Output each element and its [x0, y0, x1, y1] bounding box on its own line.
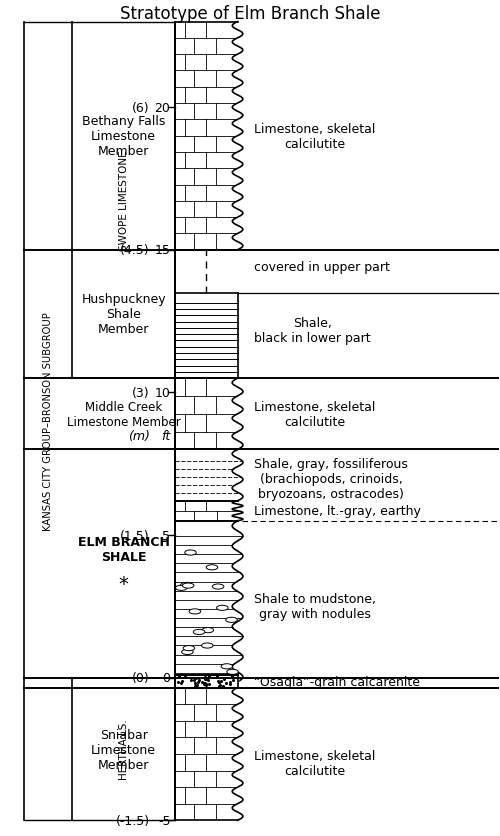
Text: 15: 15 — [154, 244, 170, 257]
Ellipse shape — [183, 645, 194, 651]
Ellipse shape — [202, 628, 213, 633]
Text: *: * — [118, 574, 128, 594]
Text: Bethany Falls
Limestone
Member: Bethany Falls Limestone Member — [82, 115, 166, 158]
Ellipse shape — [176, 585, 187, 591]
Ellipse shape — [226, 618, 237, 623]
Ellipse shape — [212, 584, 224, 589]
Text: Shale, gray, fossiliferous
(brachiopods, crinoids,
bryozoans, ostracodes): Shale, gray, fossiliferous (brachiopods,… — [254, 457, 408, 500]
Text: (3): (3) — [132, 386, 150, 400]
Text: (0): (0) — [132, 671, 150, 685]
Ellipse shape — [180, 583, 192, 588]
Text: Sniabar
Limestone
Member: Sniabar Limestone Member — [91, 727, 156, 771]
Text: (m): (m) — [128, 429, 150, 442]
Text: Limestone, lt.-gray, earthy: Limestone, lt.-gray, earthy — [254, 505, 421, 517]
Ellipse shape — [189, 609, 200, 614]
Ellipse shape — [206, 565, 218, 570]
Ellipse shape — [194, 630, 205, 635]
Text: KANSAS CITY GROUP–BRONSON SUBGROUP: KANSAS CITY GROUP–BRONSON SUBGROUP — [43, 312, 53, 531]
Text: Limestone, skeletal
calcilutite: Limestone, skeletal calcilutite — [254, 749, 376, 777]
Text: Stratotype of Elm Branch Shale: Stratotype of Elm Branch Shale — [120, 4, 380, 23]
Ellipse shape — [182, 584, 194, 589]
Text: -5: -5 — [158, 814, 170, 827]
Text: Limestone, skeletal
calcilutite: Limestone, skeletal calcilutite — [254, 123, 376, 150]
Text: Middle Creek
Limestone Member: Middle Creek Limestone Member — [66, 400, 180, 428]
Ellipse shape — [182, 650, 193, 655]
Ellipse shape — [227, 670, 238, 675]
Ellipse shape — [221, 664, 232, 669]
Ellipse shape — [202, 643, 213, 648]
Ellipse shape — [184, 550, 196, 555]
Text: 20: 20 — [154, 101, 170, 115]
Text: Limestone, skeletal
calcilutite: Limestone, skeletal calcilutite — [254, 400, 376, 428]
Text: covered in upper part: covered in upper part — [254, 261, 390, 274]
Text: (6): (6) — [132, 101, 150, 115]
Text: HERTHA LS.: HERTHA LS. — [118, 719, 128, 779]
Text: Hushpuckney
Shale
Member: Hushpuckney Shale Member — [82, 293, 166, 336]
Text: (-1.5): (-1.5) — [116, 814, 150, 827]
Text: (4.5): (4.5) — [120, 244, 150, 257]
Text: 0: 0 — [162, 671, 170, 685]
Text: ELM BRANCH
SHALE: ELM BRANCH SHALE — [78, 536, 170, 563]
Text: (1.5): (1.5) — [120, 529, 150, 542]
Text: 10: 10 — [154, 386, 170, 400]
Ellipse shape — [216, 605, 228, 610]
Text: SWOPE LIMESTONE: SWOPE LIMESTONE — [118, 150, 128, 251]
Text: 5: 5 — [162, 529, 170, 542]
Text: Shale to mudstone,
gray with nodules: Shale to mudstone, gray with nodules — [254, 593, 376, 620]
Text: Shale,
black in lower part: Shale, black in lower part — [254, 316, 371, 344]
Text: “Osagia”-grain calcarenite: “Osagia”-grain calcarenite — [254, 675, 420, 688]
Text: ft: ft — [161, 429, 170, 442]
